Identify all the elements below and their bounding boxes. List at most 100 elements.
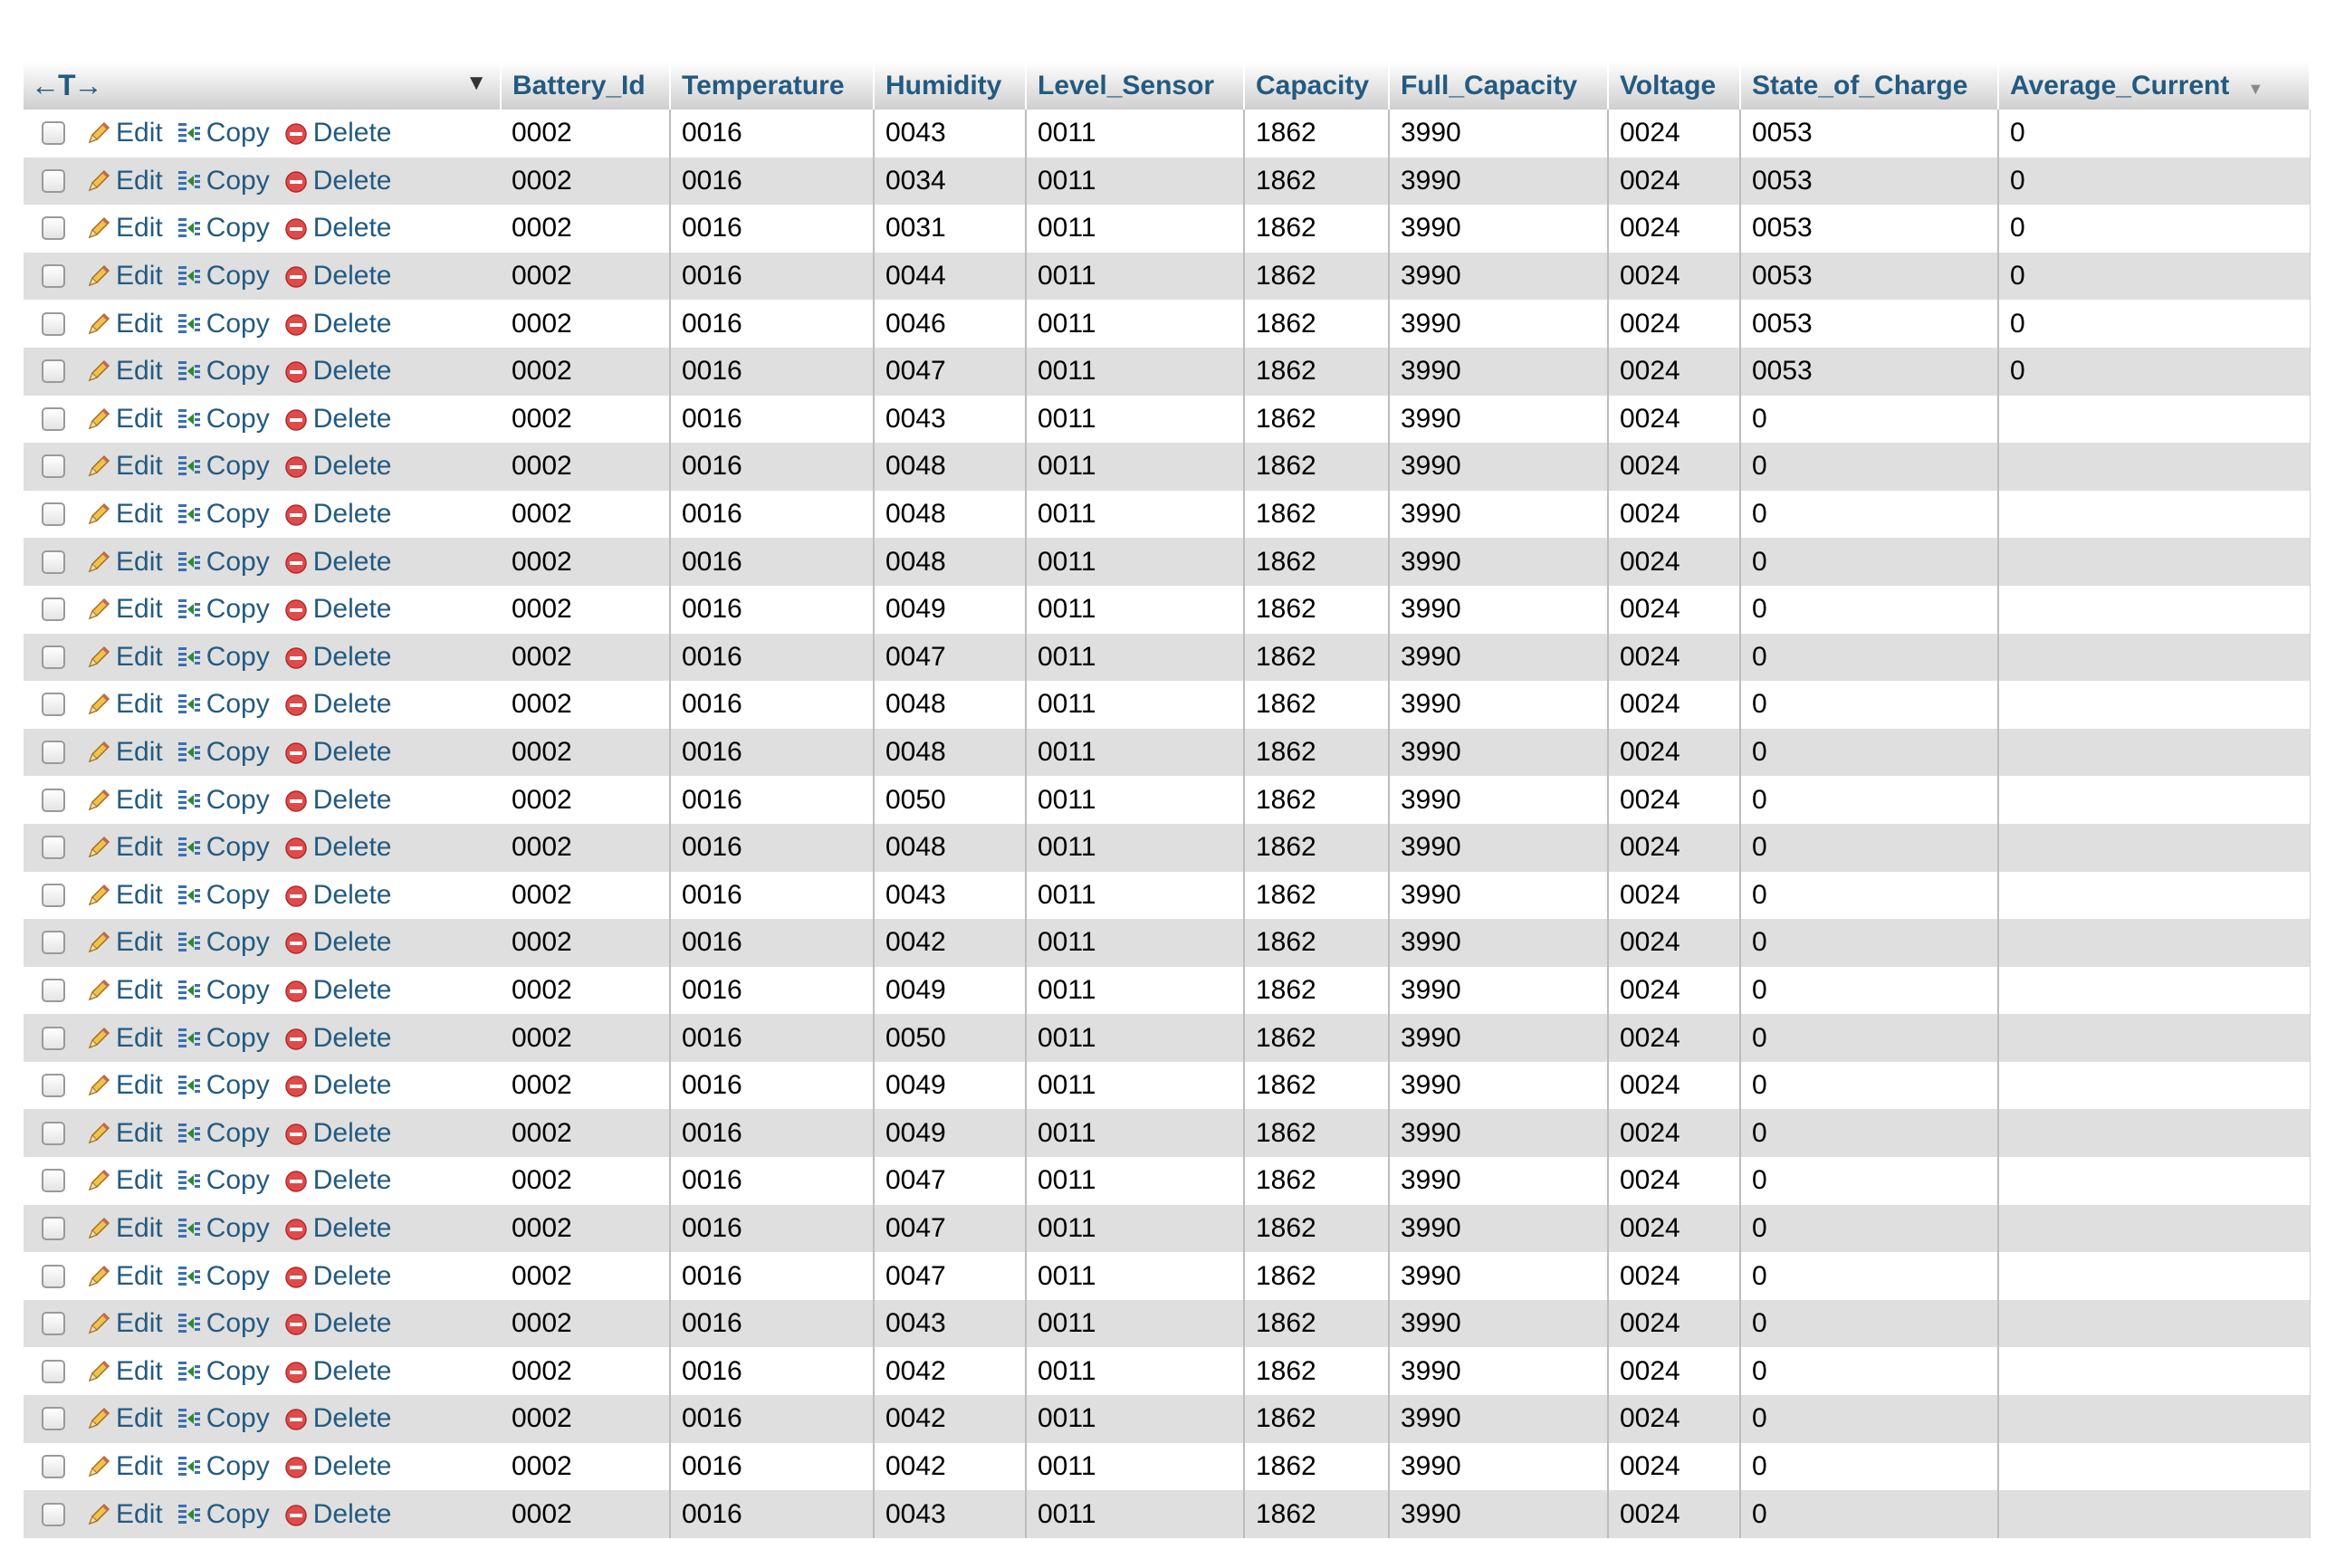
cell-temperature[interactable]: 0016 bbox=[670, 776, 875, 824]
cell-capacity[interactable]: 1862 bbox=[1244, 1490, 1390, 1538]
cell-state-of-charge[interactable]: 0 bbox=[1740, 1299, 1999, 1348]
cell-temperature[interactable]: 0016 bbox=[670, 1395, 875, 1443]
delete-link[interactable]: Delete bbox=[282, 785, 391, 816]
row-checkbox[interactable] bbox=[42, 1407, 65, 1431]
cell-voltage[interactable]: 0024 bbox=[1608, 728, 1741, 777]
cell-temperature[interactable]: 0016 bbox=[670, 919, 875, 967]
cell-full-capacity[interactable]: 3990 bbox=[1389, 1061, 1609, 1110]
cell-temperature[interactable]: 0016 bbox=[670, 823, 875, 872]
cell-average-current[interactable] bbox=[1998, 1157, 2311, 1205]
copy-link[interactable]: Copy bbox=[176, 1213, 270, 1244]
cell-temperature[interactable]: 0016 bbox=[670, 205, 875, 253]
cell-temperature[interactable]: 0016 bbox=[670, 1347, 875, 1396]
cell-average-current[interactable] bbox=[1998, 1490, 2311, 1538]
cell-capacity[interactable]: 1862 bbox=[1244, 1204, 1390, 1253]
delete-link[interactable]: Delete bbox=[282, 1070, 391, 1101]
cell-humidity[interactable]: 0043 bbox=[874, 1490, 1027, 1538]
cell-capacity[interactable]: 1862 bbox=[1244, 490, 1390, 539]
cell-full-capacity[interactable]: 3990 bbox=[1389, 633, 1609, 682]
row-checkbox[interactable] bbox=[42, 788, 65, 812]
delete-link[interactable]: Delete bbox=[282, 404, 391, 435]
cell-temperature[interactable]: 0016 bbox=[670, 443, 875, 491]
cell-state-of-charge[interactable]: 0 bbox=[1740, 538, 1999, 586]
copy-link[interactable]: Copy bbox=[176, 1356, 270, 1387]
edit-link[interactable]: Edit bbox=[85, 118, 163, 148]
cell-state-of-charge[interactable]: 0 bbox=[1740, 1395, 1999, 1443]
copy-link[interactable]: Copy bbox=[176, 1308, 270, 1339]
cell-level-sensor[interactable]: 0011 bbox=[1026, 443, 1245, 491]
cell-full-capacity[interactable]: 3990 bbox=[1389, 1157, 1609, 1205]
column-header-level-sensor[interactable]: Level_Sensor bbox=[1026, 62, 1245, 110]
cell-voltage[interactable]: 0024 bbox=[1608, 1061, 1741, 1110]
copy-link[interactable]: Copy bbox=[176, 1165, 270, 1196]
cell-state-of-charge[interactable]: 0 bbox=[1740, 871, 1999, 920]
copy-link[interactable]: Copy bbox=[176, 356, 270, 387]
cell-level-sensor[interactable]: 0011 bbox=[1026, 395, 1245, 444]
cell-full-capacity[interactable]: 3990 bbox=[1389, 1299, 1609, 1348]
copy-link[interactable]: Copy bbox=[176, 880, 270, 911]
cell-level-sensor[interactable]: 0011 bbox=[1026, 871, 1245, 920]
cell-voltage[interactable]: 0024 bbox=[1608, 347, 1741, 396]
cell-capacity[interactable]: 1862 bbox=[1244, 1109, 1390, 1158]
cell-humidity[interactable]: 0050 bbox=[874, 1014, 1027, 1062]
cell-capacity[interactable]: 1862 bbox=[1244, 681, 1390, 729]
cell-battery-id[interactable]: 0002 bbox=[501, 252, 671, 301]
delete-link[interactable]: Delete bbox=[282, 1451, 391, 1482]
cell-humidity[interactable]: 0043 bbox=[874, 110, 1027, 158]
row-checkbox[interactable] bbox=[42, 883, 65, 907]
cell-battery-id[interactable]: 0002 bbox=[501, 395, 671, 444]
cell-full-capacity[interactable]: 3990 bbox=[1389, 776, 1609, 824]
cell-average-current[interactable] bbox=[1998, 823, 2311, 872]
cell-humidity[interactable]: 0049 bbox=[874, 1061, 1027, 1110]
cell-average-current[interactable]: 0 bbox=[1998, 347, 2311, 396]
cell-battery-id[interactable]: 0002 bbox=[501, 1252, 671, 1300]
cell-level-sensor[interactable]: 0011 bbox=[1026, 1204, 1245, 1253]
row-checkbox[interactable] bbox=[42, 454, 65, 479]
cell-level-sensor[interactable]: 0011 bbox=[1026, 585, 1245, 634]
cell-level-sensor[interactable]: 0011 bbox=[1026, 1490, 1245, 1538]
row-checkbox[interactable] bbox=[42, 1312, 65, 1336]
edit-link[interactable]: Edit bbox=[85, 1070, 163, 1101]
cell-state-of-charge[interactable]: 0 bbox=[1740, 395, 1999, 444]
cell-humidity[interactable]: 0042 bbox=[874, 919, 1027, 967]
cell-capacity[interactable]: 1862 bbox=[1244, 1252, 1390, 1300]
row-checkbox[interactable] bbox=[42, 741, 65, 765]
edit-link[interactable]: Edit bbox=[85, 166, 163, 196]
cell-full-capacity[interactable]: 3990 bbox=[1389, 871, 1609, 920]
copy-link[interactable]: Copy bbox=[176, 737, 270, 768]
copy-link[interactable]: Copy bbox=[176, 975, 270, 1006]
cell-voltage[interactable]: 0024 bbox=[1608, 1395, 1741, 1443]
cell-humidity[interactable]: 0048 bbox=[874, 823, 1027, 872]
cell-humidity[interactable]: 0031 bbox=[874, 205, 1027, 253]
row-checkbox[interactable] bbox=[42, 1216, 65, 1240]
cell-temperature[interactable]: 0016 bbox=[670, 110, 875, 158]
cell-battery-id[interactable]: 0002 bbox=[501, 585, 671, 634]
cell-average-current[interactable] bbox=[1998, 1347, 2311, 1396]
cell-state-of-charge[interactable]: 0 bbox=[1740, 585, 1999, 634]
cell-state-of-charge[interactable]: 0 bbox=[1740, 1157, 1999, 1205]
cell-level-sensor[interactable]: 0011 bbox=[1026, 919, 1245, 967]
cell-state-of-charge[interactable]: 0 bbox=[1740, 776, 1999, 824]
cell-voltage[interactable]: 0024 bbox=[1608, 1157, 1741, 1205]
cell-humidity[interactable]: 0050 bbox=[874, 776, 1027, 824]
cell-temperature[interactable]: 0016 bbox=[670, 347, 875, 396]
cell-battery-id[interactable]: 0002 bbox=[501, 728, 671, 777]
delete-link[interactable]: Delete bbox=[282, 261, 391, 292]
delete-link[interactable]: Delete bbox=[282, 547, 391, 578]
cell-capacity[interactable]: 1862 bbox=[1244, 728, 1390, 777]
cell-state-of-charge[interactable]: 0 bbox=[1740, 443, 1999, 491]
cell-humidity[interactable]: 0048 bbox=[874, 681, 1027, 729]
cell-capacity[interactable]: 1862 bbox=[1244, 1061, 1390, 1110]
row-checkbox[interactable] bbox=[42, 931, 65, 955]
delete-link[interactable]: Delete bbox=[282, 975, 391, 1006]
cell-battery-id[interactable]: 0002 bbox=[501, 776, 671, 824]
copy-link[interactable]: Copy bbox=[176, 1118, 270, 1149]
delete-link[interactable]: Delete bbox=[282, 213, 391, 244]
cell-humidity[interactable]: 0042 bbox=[874, 1395, 1027, 1443]
cell-voltage[interactable]: 0024 bbox=[1608, 871, 1741, 920]
cell-voltage[interactable]: 0024 bbox=[1608, 490, 1741, 539]
copy-link[interactable]: Copy bbox=[176, 642, 270, 673]
cell-humidity[interactable]: 0048 bbox=[874, 538, 1027, 586]
cell-voltage[interactable]: 0024 bbox=[1608, 1347, 1741, 1396]
copy-link[interactable]: Copy bbox=[176, 404, 270, 435]
